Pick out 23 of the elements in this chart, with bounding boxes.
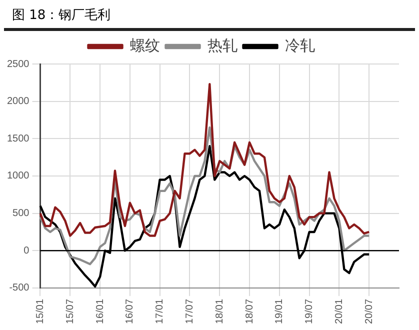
x-tick-label: 18/07 [244,298,256,324]
legend-label: 冷轧 [284,36,315,54]
x-tick-label: 16/01 [94,298,106,324]
legend-label: 螺纹 [130,36,160,54]
y-tick-label: 2000 [6,96,30,108]
x-tick-label: 20/01 [334,298,345,324]
x-tick-label: 18/01 [214,298,226,324]
x-tick-label: 20/07 [364,298,375,324]
x-tick-label: 15/07 [64,298,76,324]
x-tick-label: 19/01 [274,298,286,324]
y-tick-label: 0 [24,245,30,256]
y-tick-label: -500 [9,282,30,294]
y-tick-label: 1000 [6,170,30,182]
x-tick-label: 17/01 [154,298,166,324]
chart-title: 图 18：钢厂毛利 [4,0,415,31]
y-tick-label: 2500 [6,58,30,70]
y-tick-label: 1500 [6,133,30,144]
legend-label: 热轧 [207,36,238,54]
x-tick-label: 19/07 [304,298,316,324]
x-tick-label: 16/07 [124,298,136,324]
y-tick-label: 500 [12,208,30,220]
x-tick-label: 17/07 [184,298,196,324]
x-tick-label: 15/01 [34,298,46,324]
